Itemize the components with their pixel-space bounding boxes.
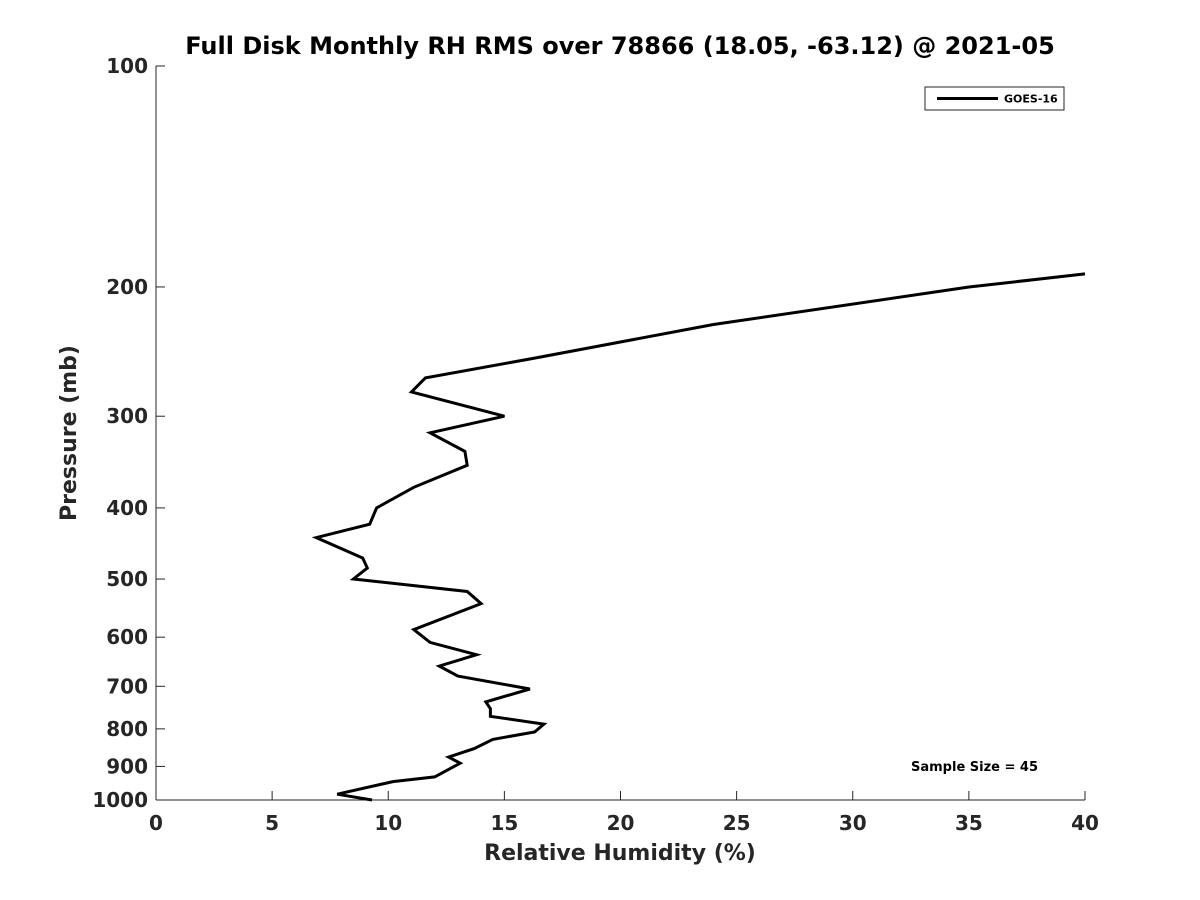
- x-tick-label: 35: [955, 811, 983, 835]
- y-tick-label: 800: [106, 717, 148, 741]
- x-tick-label: 10: [374, 811, 402, 835]
- y-axis-label: Pressure (mb): [57, 345, 82, 521]
- chart-title: Full Disk Monthly RH RMS over 78866 (18.…: [185, 32, 1055, 60]
- sample-size-annotation: Sample Size = 45: [911, 760, 1038, 775]
- y-tick-label: 300: [106, 404, 148, 428]
- x-tick-label: 15: [490, 811, 518, 835]
- x-tick-label: 0: [149, 811, 163, 835]
- legend: GOES-16: [924, 86, 1065, 111]
- x-axis-label: Relative Humidity (%): [484, 841, 756, 866]
- y-tick-label: 700: [106, 674, 148, 698]
- x-tick-label: 25: [723, 811, 751, 835]
- x-tick-label: 20: [607, 811, 635, 835]
- y-tick-label: 400: [106, 496, 148, 520]
- x-tick-label: 5: [265, 811, 279, 835]
- y-axis-ticks: 100 200 300 400 500 600 700 800 900 1000: [92, 54, 165, 812]
- series-layer: [311, 272, 1086, 802]
- x-tick-label: 30: [839, 811, 867, 835]
- x-axis-ticks: 0 5 10 15 20 25 30 35 40: [149, 791, 1099, 835]
- series-line-goes-16: [311, 272, 1086, 802]
- y-tick-label: 1000: [92, 788, 148, 812]
- y-tick-label: 600: [106, 625, 148, 649]
- y-tick-label: 900: [106, 754, 148, 778]
- y-tick-label: 200: [106, 275, 148, 299]
- y-tick-label: 100: [106, 54, 148, 78]
- y-tick-label: 500: [106, 567, 148, 591]
- axes: [155, 66, 1085, 801]
- x-tick-label: 40: [1071, 811, 1099, 835]
- legend-label-goes16: GOES-16: [1004, 93, 1058, 106]
